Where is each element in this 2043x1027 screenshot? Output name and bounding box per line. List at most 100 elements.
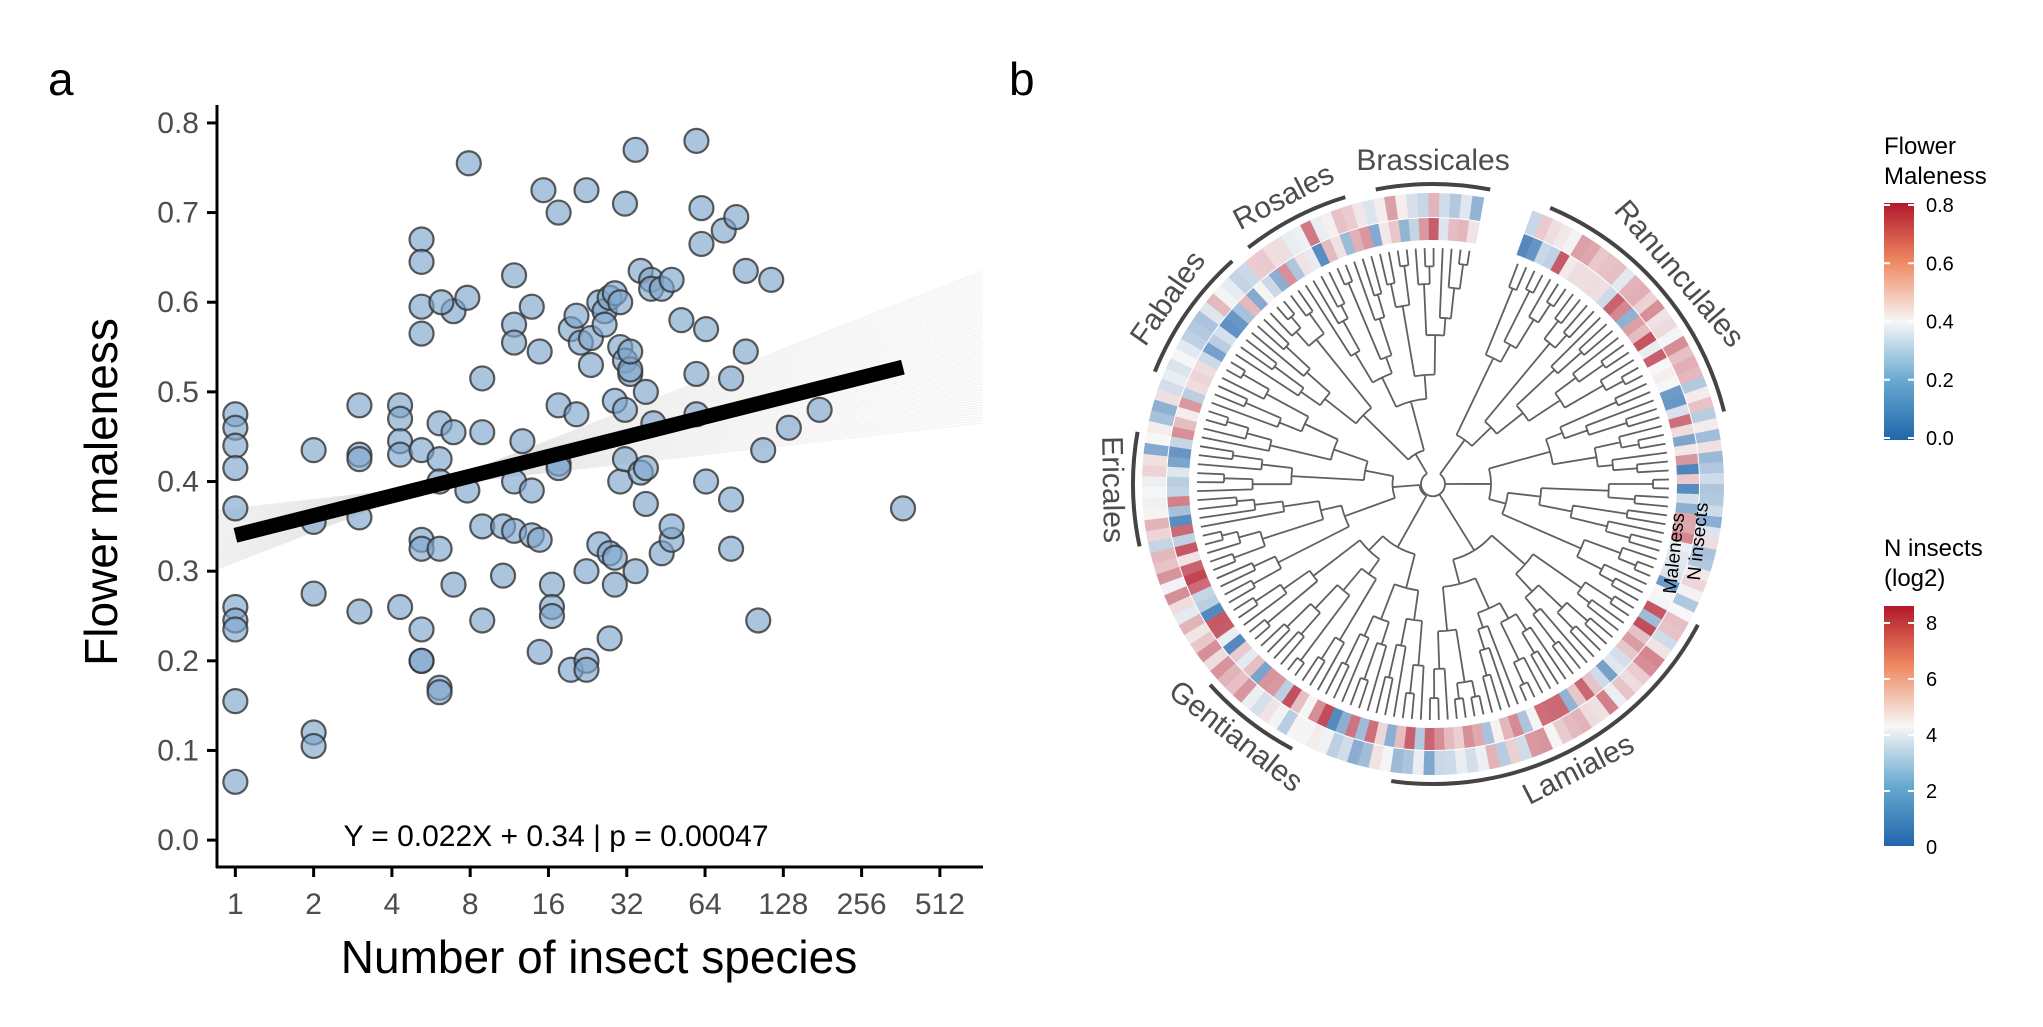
heatmap-cell-insects [1225, 309, 1250, 332]
scatter-point [440, 571, 467, 598]
heatmap-cell-maleness [1504, 738, 1523, 765]
heatmap-cell-maleness [1696, 514, 1723, 530]
heatmap-cell-insects [1257, 667, 1280, 691]
x-tick-label: 8 [462, 888, 479, 921]
scatter-point [300, 732, 327, 760]
heatmap-cell-insects [1557, 688, 1579, 713]
fit-band-line [216, 280, 984, 566]
heatmap-cell-maleness [1449, 193, 1463, 219]
heatmap-cell-insects [1232, 301, 1256, 325]
heatmap-cell-insects [1216, 625, 1241, 648]
scatter-point [455, 150, 482, 177]
heatmap-cell-insects [1452, 726, 1465, 750]
heatmap-cell-maleness [1657, 326, 1684, 349]
heatmap-cell-insects [1655, 574, 1680, 594]
heatmap-cell-insects [1242, 654, 1266, 678]
heatmap-cell-insects [1289, 689, 1310, 714]
heatmap-cell-maleness [1142, 464, 1167, 477]
heatmap-cell-insects [1334, 710, 1353, 735]
heatmap-cell-insects [1348, 228, 1366, 253]
heatmap-cell-insects [1595, 659, 1618, 683]
scatter-point [632, 454, 659, 482]
heatmap-cell-maleness [1524, 210, 1544, 238]
scatter-point [632, 490, 659, 518]
regression-equation: Y = 0.022X + 0.34 | p = 0.00047 [343, 820, 768, 853]
heatmap-cell-maleness [1280, 230, 1303, 257]
heatmap-cell-insects [1456, 219, 1470, 243]
heatmap-cell-maleness [1220, 276, 1246, 302]
y-tick-label: 0.8 [157, 107, 199, 140]
heatmap-cell-maleness [1657, 620, 1684, 643]
heatmap-cell-maleness [1618, 668, 1644, 694]
scatter-point [428, 289, 455, 316]
heatmap-cell-insects [1542, 246, 1562, 271]
scatter-point [386, 441, 414, 468]
heatmap-cell-insects [1169, 513, 1193, 528]
heatmap-cell-maleness [1340, 204, 1359, 231]
panel-b-label: b [1009, 53, 1035, 105]
scatter-point [500, 329, 528, 356]
heatmap-cell-insects [1177, 550, 1202, 567]
heatmap-cell-insects [1195, 593, 1220, 614]
heatmap-cell-maleness [1618, 274, 1644, 300]
heatmap-cell-maleness [1570, 234, 1593, 261]
clade-arc [1247, 195, 1346, 250]
x-tick-label: 512 [915, 888, 965, 921]
scatter-point [806, 396, 833, 423]
heatmap-cell-maleness [1145, 526, 1172, 543]
heatmap-cell-maleness [1213, 284, 1239, 310]
scatter-point [346, 446, 373, 473]
heatmap-cell-insects [1668, 539, 1693, 555]
heatmap-cell-maleness [1271, 235, 1294, 262]
fit-band-line [216, 288, 984, 563]
heatmap-cell-insects [1325, 707, 1344, 732]
heatmap-cell-insects [1676, 493, 1699, 505]
y-tick-label: 0.0 [157, 824, 199, 857]
heatmap-cell-maleness [1438, 193, 1452, 218]
heatmap-cell-insects [1533, 241, 1553, 267]
heatmap-cell-insects [1466, 220, 1480, 244]
legend-maleness-tick-label: 0.0 [1926, 428, 1954, 450]
clade-arc [1131, 431, 1142, 547]
heatmap-cell-maleness [1699, 472, 1725, 485]
scatter-point [500, 262, 528, 289]
scatter-point [668, 307, 695, 334]
scatter-point [426, 446, 453, 473]
scatter-point [658, 513, 685, 540]
heatmap-cell-maleness [1152, 556, 1180, 575]
legend-maleness-tick-label: 0.6 [1926, 253, 1954, 275]
legend-insects-title-2: (log2) [1884, 565, 1945, 592]
heatmap-cell-insects [1558, 255, 1579, 281]
heatmap-cell-insects [1515, 709, 1534, 735]
heatmap-cell-maleness [1454, 749, 1468, 775]
fit-band-line [216, 285, 984, 564]
heatmap-cell-insects [1167, 455, 1191, 469]
heatmap-cell-maleness [1645, 308, 1672, 332]
legend-insects-tick-label: 6 [1926, 669, 1937, 691]
heatmap-cell-maleness [1244, 254, 1269, 281]
heatmap-cell-maleness [1632, 290, 1659, 316]
heatmap-cell-maleness [1523, 731, 1543, 758]
heatmap-cell-insects [1647, 591, 1672, 612]
fit-band-line [216, 273, 984, 569]
panel-a-label: a [48, 53, 74, 105]
heatmap-cell-insects [1260, 274, 1283, 298]
scatter-point [577, 351, 605, 379]
scatter-point [596, 625, 623, 652]
heatmap-ring-insects [1167, 218, 1699, 750]
scatter-point [222, 688, 249, 715]
heatmap-cell-maleness [1178, 613, 1205, 635]
fit-band-line [216, 404, 984, 519]
legend-maleness-ticks: 0.8 0.6 0.4 0.2 0.0 [1884, 195, 1954, 450]
scatter-point [408, 647, 435, 674]
y-axis-label: Flower maleness [75, 318, 127, 666]
heatmap-cell-maleness [1625, 282, 1652, 308]
heatmap-ring-maleness [1142, 193, 1725, 775]
scatter-points [222, 127, 917, 795]
heatmap-cell-insects [1329, 234, 1348, 260]
fit-line [233, 359, 905, 543]
heatmap-cell-insects [1378, 221, 1393, 246]
heatmap-cell-insects [1651, 366, 1677, 386]
heatmap-cell-insects [1525, 237, 1544, 263]
heatmap-cell-insects [1235, 647, 1259, 671]
